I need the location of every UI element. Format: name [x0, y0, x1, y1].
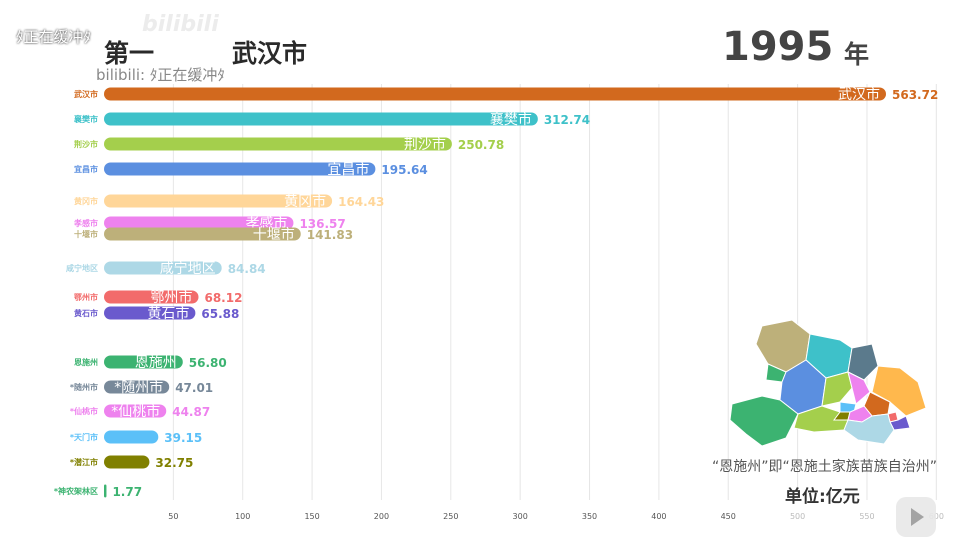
bar — [104, 290, 199, 304]
map-region-suizhou — [847, 343, 879, 381]
map-region-huanggang — [871, 365, 927, 417]
bar-name-label: 武汉市 — [838, 86, 880, 103]
value-label: 195.64 — [381, 163, 427, 177]
bar-name-label: *随州市 — [114, 379, 163, 396]
value-label: 1.77 — [112, 485, 142, 499]
x-tick-label: 450 — [721, 512, 736, 521]
x-tick-label: 200 — [374, 512, 389, 521]
value-label: 68.12 — [204, 291, 242, 305]
category-label: *神农架林区 — [54, 486, 98, 496]
bar-name-label: 宜昌市 — [327, 161, 369, 178]
bar — [104, 261, 222, 275]
value-label: 47.01 — [175, 381, 213, 395]
buffer-indicator: ﾀ正在缓冲ﾀ — [16, 28, 92, 46]
bar — [104, 216, 294, 230]
x-tick-label: 150 — [304, 512, 319, 521]
category-label: 黄石市 — [74, 308, 98, 318]
value-label: 84.84 — [228, 262, 266, 276]
bar — [104, 112, 538, 126]
category-label: 宜昌市 — [74, 164, 98, 174]
bar — [104, 404, 167, 418]
bar — [104, 306, 196, 320]
map-region-enshi — [729, 395, 799, 447]
value-label: 39.15 — [164, 431, 202, 445]
category-label: *潜江市 — [70, 457, 98, 467]
x-tick-label: 250 — [443, 512, 458, 521]
value-label: 164.43 — [338, 195, 384, 209]
category-label: *仙桃市 — [70, 406, 98, 416]
category-label: 恩施州 — [74, 357, 98, 367]
map-region-xiaogan — [847, 371, 871, 405]
bar — [104, 484, 107, 498]
bar — [104, 227, 301, 241]
category-label: 鄂州市 — [74, 292, 98, 302]
x-tick-label: 550 — [859, 512, 874, 521]
map-region-jingmen — [821, 371, 853, 407]
x-tick-label: 300 — [513, 512, 528, 521]
bar — [104, 87, 886, 101]
bar-name-label: 十堰市 — [253, 226, 295, 243]
category-label: 咸宁地区 — [66, 263, 98, 273]
year-value: 1995 — [722, 24, 834, 70]
bar-name-label: 襄樊市 — [490, 111, 532, 128]
bar-name-label: 黄冈市 — [284, 193, 326, 210]
play-button[interactable] — [896, 497, 936, 537]
bar — [104, 137, 452, 151]
buffer-subtitle: bilibili: ﾀ正在缓冲ﾀ — [96, 66, 225, 84]
watermark: bilibili — [142, 12, 219, 37]
x-tick-label: 400 — [651, 512, 666, 521]
unit-label: 单位:亿元 — [785, 487, 860, 507]
category-label: 黄冈市 — [74, 196, 98, 206]
bar-name-label: 咸宁地区 — [160, 260, 216, 277]
bar-name-label: 荆沙市 — [404, 136, 446, 153]
category-label: 武汉市 — [74, 89, 98, 99]
bar-name-label: 黄石市 — [147, 305, 189, 322]
year-unit: 年 — [844, 40, 870, 69]
bar — [104, 430, 159, 444]
bar — [104, 455, 150, 469]
category-label: *随州市 — [70, 382, 98, 392]
bar-name-label: 恩施州 — [135, 355, 177, 371]
bar — [104, 162, 376, 176]
category-label: 孝感市 — [73, 218, 98, 228]
value-label: 563.72 — [892, 88, 938, 102]
x-tick-label: 600 — [929, 512, 944, 521]
x-tick-label: 500 — [790, 512, 805, 521]
value-label: 136.57 — [299, 217, 345, 231]
hubei-map — [729, 319, 927, 447]
category-label: 十堰市 — [74, 229, 98, 239]
category-label: 荆沙市 — [74, 139, 98, 149]
bar-name-label: *仙桃市 — [111, 403, 160, 420]
bar-name-label: 鄂州市 — [150, 289, 192, 306]
category-label: 襄樊市 — [73, 114, 98, 124]
bar — [104, 194, 333, 208]
rank-label: 第一 — [104, 39, 155, 68]
x-tick-label: 100 — [235, 512, 250, 521]
x-tick-label: 50 — [168, 512, 178, 521]
value-label: 44.87 — [172, 405, 210, 419]
category-label: *天门市 — [70, 432, 98, 442]
bar — [104, 380, 170, 394]
value-label: 141.83 — [307, 228, 353, 242]
value-label: 32.75 — [155, 456, 193, 470]
footnote: “恩施州”即“恩施土家族苗族自治州” — [712, 459, 938, 475]
leader-name: 武汉市 — [232, 39, 308, 68]
value-label: 250.78 — [458, 138, 504, 152]
bar — [104, 355, 183, 369]
value-label: 65.88 — [201, 307, 239, 321]
value-label: 56.80 — [189, 356, 227, 370]
value-label: 312.74 — [544, 113, 590, 127]
map-region-xianning — [843, 413, 895, 445]
x-tick-label: 350 — [582, 512, 597, 521]
